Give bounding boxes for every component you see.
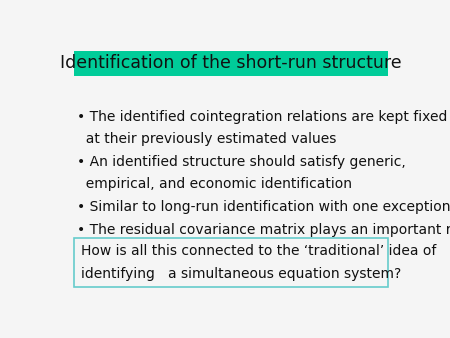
FancyBboxPatch shape (74, 238, 387, 287)
Text: empirical, and economic identification: empirical, and economic identification (77, 177, 352, 191)
Text: Identification of the short-run structure: Identification of the short-run structur… (60, 54, 401, 72)
Text: • An identified structure should satisfy generic,: • An identified structure should satisfy… (77, 155, 406, 169)
Text: at their previously estimated values: at their previously estimated values (77, 132, 337, 146)
Text: identifying   a simultaneous equation system?: identifying a simultaneous equation syst… (81, 267, 401, 281)
Text: • The identified cointegration relations are kept fixed: • The identified cointegration relations… (77, 110, 448, 123)
Text: How is all this connected to the ‘traditional’ idea of: How is all this connected to the ‘tradit… (81, 244, 436, 258)
Text: • The residual covariance matrix plays an important role: • The residual covariance matrix plays a… (77, 223, 450, 237)
Text: • Similar to long-run identification with one exception:: • Similar to long-run identification wit… (77, 200, 450, 214)
FancyBboxPatch shape (74, 51, 387, 76)
